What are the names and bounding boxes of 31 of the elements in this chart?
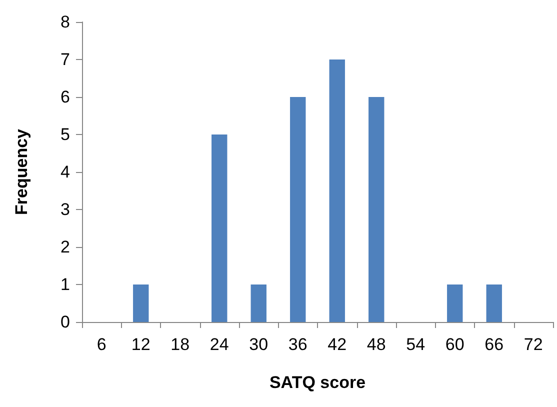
bar xyxy=(368,97,384,322)
y-axis-title: Frequency xyxy=(12,128,31,215)
x-tick-label: 6 xyxy=(96,335,106,354)
x-tick-label: 54 xyxy=(406,335,426,354)
x-tick-label: 36 xyxy=(288,335,308,354)
x-tick-label: 30 xyxy=(249,335,268,354)
x-tick-label: 66 xyxy=(484,335,504,354)
x-tick-label: 72 xyxy=(524,335,543,354)
bar xyxy=(290,97,306,322)
x-tick-label: 18 xyxy=(170,335,190,354)
bar xyxy=(250,284,266,322)
y-tick-label: 8 xyxy=(60,12,70,32)
bar xyxy=(133,284,149,322)
bar xyxy=(447,284,463,322)
y-tick-label: 3 xyxy=(60,200,70,219)
bar xyxy=(486,284,502,322)
x-axis-title: SATQ score xyxy=(269,373,366,392)
y-tick-label: 5 xyxy=(60,125,70,144)
bar xyxy=(212,134,228,322)
y-tick-label: 4 xyxy=(60,162,70,182)
y-tick-label: 6 xyxy=(60,88,70,106)
x-tick-label: 48 xyxy=(366,335,386,354)
y-tick-label: 7 xyxy=(60,50,70,69)
x-tick-label: 12 xyxy=(131,335,150,354)
y-tick-label: 0 xyxy=(60,312,70,332)
y-tick-label: 2 xyxy=(60,238,70,256)
y-tick-label: 1 xyxy=(60,275,70,294)
x-tick-label: 24 xyxy=(210,335,229,354)
x-tick-label: 60 xyxy=(445,335,464,354)
bar xyxy=(329,60,345,322)
x-tick-label: 42 xyxy=(328,335,347,354)
